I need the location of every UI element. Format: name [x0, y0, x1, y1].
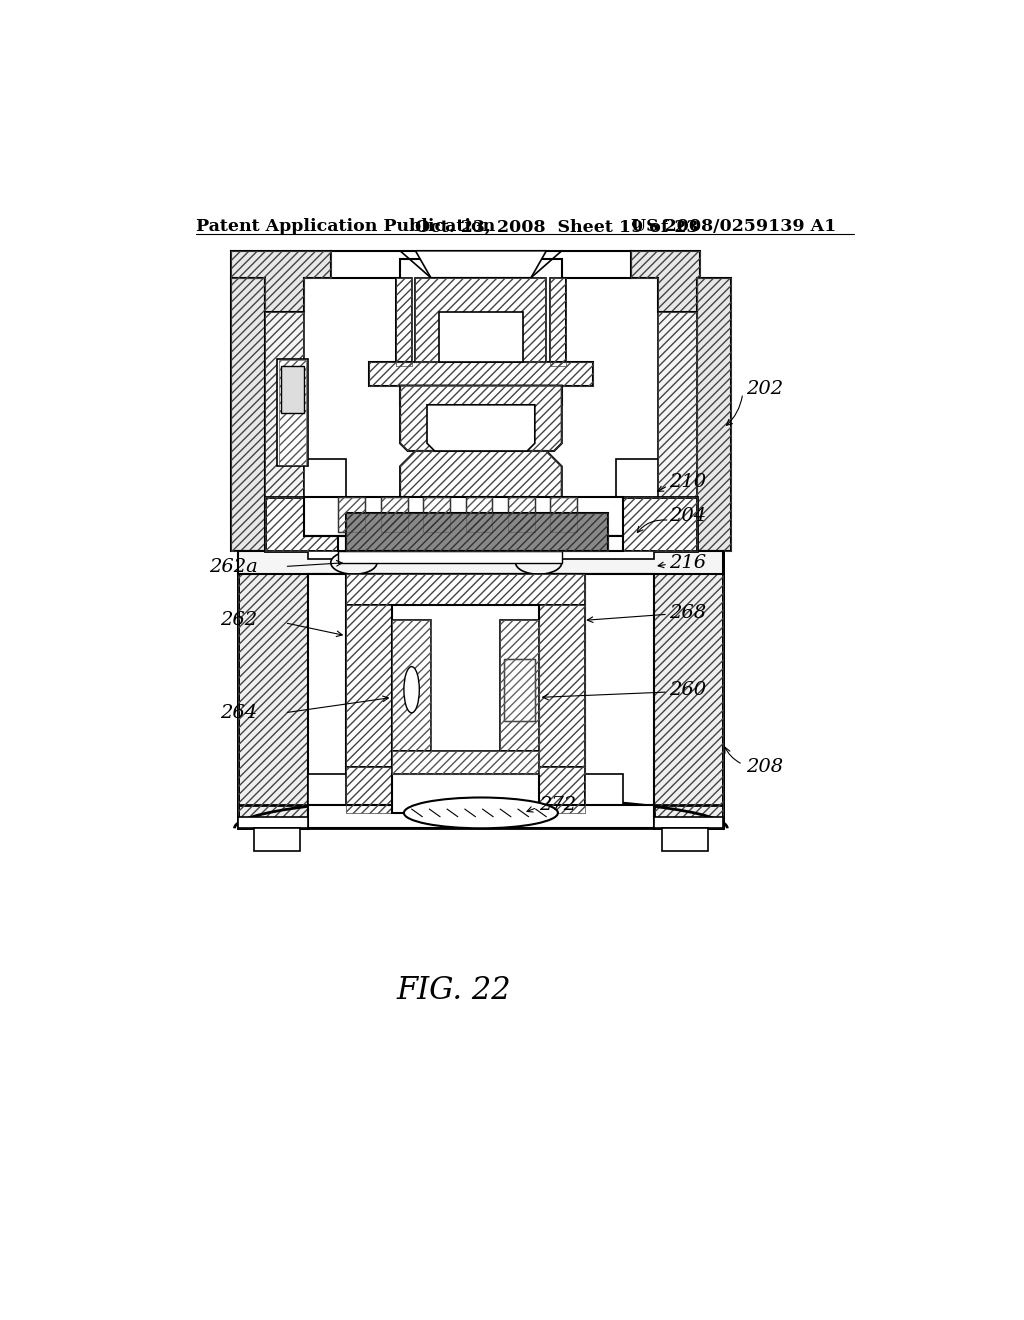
Polygon shape: [400, 385, 562, 451]
Polygon shape: [508, 498, 535, 532]
Polygon shape: [416, 277, 547, 363]
Polygon shape: [239, 805, 307, 829]
Polygon shape: [654, 817, 724, 829]
Polygon shape: [304, 498, 624, 536]
Polygon shape: [346, 605, 392, 767]
Text: 262: 262: [220, 611, 258, 630]
Polygon shape: [658, 313, 696, 528]
Polygon shape: [550, 498, 578, 532]
Ellipse shape: [515, 552, 562, 574]
Polygon shape: [396, 277, 412, 367]
Ellipse shape: [403, 667, 419, 713]
Polygon shape: [585, 775, 624, 821]
Polygon shape: [307, 552, 654, 558]
Polygon shape: [438, 313, 523, 363]
Polygon shape: [265, 498, 696, 552]
Text: Oct. 23, 2008  Sheet 19 of 23: Oct. 23, 2008 Sheet 19 of 23: [416, 218, 699, 235]
Text: 204: 204: [670, 507, 707, 525]
Polygon shape: [392, 605, 539, 767]
Polygon shape: [500, 620, 539, 751]
Polygon shape: [281, 367, 304, 412]
Text: 202: 202: [746, 380, 783, 399]
Polygon shape: [565, 277, 593, 381]
Polygon shape: [346, 767, 585, 813]
Polygon shape: [346, 574, 585, 813]
Polygon shape: [339, 498, 366, 532]
Polygon shape: [230, 251, 331, 313]
Polygon shape: [239, 552, 307, 829]
Text: 264: 264: [220, 704, 258, 722]
Polygon shape: [304, 459, 346, 528]
Polygon shape: [416, 251, 547, 277]
Polygon shape: [696, 277, 731, 552]
Polygon shape: [392, 775, 539, 813]
Polygon shape: [654, 805, 724, 829]
Text: 208: 208: [746, 758, 783, 776]
Ellipse shape: [403, 797, 558, 829]
Polygon shape: [370, 277, 396, 381]
Polygon shape: [254, 829, 300, 851]
Text: 262a: 262a: [209, 557, 258, 576]
Polygon shape: [254, 552, 716, 558]
Text: US 2008/0259139 A1: US 2008/0259139 A1: [631, 218, 837, 235]
Polygon shape: [550, 277, 565, 367]
Ellipse shape: [331, 552, 377, 574]
Polygon shape: [381, 498, 408, 532]
Polygon shape: [307, 775, 346, 821]
Polygon shape: [615, 459, 658, 528]
Polygon shape: [427, 405, 535, 451]
Text: 210: 210: [670, 473, 707, 491]
Polygon shape: [307, 805, 654, 829]
Polygon shape: [539, 605, 585, 767]
Text: 216: 216: [670, 553, 707, 572]
Polygon shape: [504, 659, 535, 721]
Polygon shape: [239, 552, 724, 574]
Polygon shape: [370, 363, 593, 405]
Polygon shape: [346, 574, 585, 605]
Polygon shape: [331, 251, 631, 277]
Text: 272: 272: [539, 796, 575, 814]
Text: Patent Application Publication: Patent Application Publication: [196, 218, 496, 235]
Polygon shape: [466, 498, 493, 532]
Polygon shape: [339, 536, 624, 552]
Text: 268: 268: [670, 603, 707, 622]
Text: FIG. 22: FIG. 22: [396, 974, 511, 1006]
Polygon shape: [392, 751, 539, 775]
Polygon shape: [631, 251, 700, 313]
Polygon shape: [300, 552, 724, 829]
Text: 260: 260: [670, 681, 707, 698]
Polygon shape: [346, 512, 608, 552]
Polygon shape: [400, 451, 562, 498]
Polygon shape: [339, 552, 562, 562]
Polygon shape: [307, 574, 654, 821]
Polygon shape: [239, 817, 307, 829]
Polygon shape: [423, 498, 451, 532]
Polygon shape: [662, 829, 708, 851]
Polygon shape: [265, 313, 304, 528]
Polygon shape: [392, 620, 431, 751]
Polygon shape: [276, 359, 307, 466]
Polygon shape: [230, 277, 265, 552]
